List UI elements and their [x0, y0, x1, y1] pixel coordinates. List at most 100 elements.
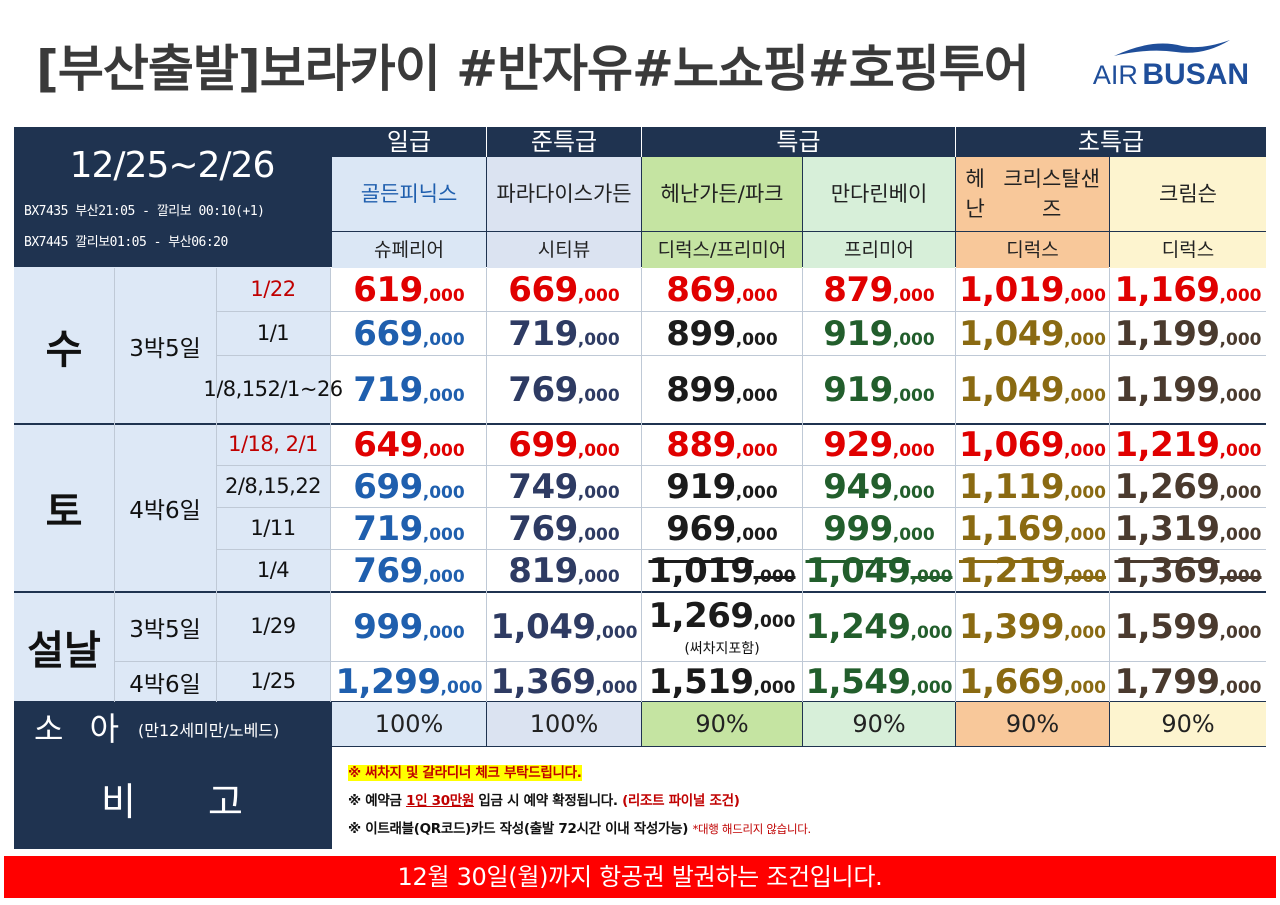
- price-value: 819,000: [508, 551, 619, 591]
- departure-date-line: 1/11: [250, 516, 296, 541]
- price-value: 1,269,000: [649, 596, 796, 636]
- child-condition: (만12세미만/노베드): [138, 721, 280, 740]
- price-cell: 819,000: [487, 550, 641, 592]
- departure-date: 1/18, 2/1: [216, 424, 330, 466]
- price-value: 1,399,000: [959, 607, 1106, 647]
- price-unit: ,000: [422, 483, 465, 503]
- price-unit: ,000: [595, 623, 638, 643]
- child-rate-6: 90%: [1110, 702, 1266, 746]
- price-cell: 879,000: [803, 268, 955, 312]
- price-unit: ,000: [1064, 623, 1106, 643]
- price-value: 1,199,000: [1115, 314, 1262, 354]
- price-unit: ,000: [422, 441, 465, 461]
- price-cell: 1,369,000: [487, 662, 641, 702]
- price-value: 1,519,000: [649, 662, 796, 702]
- price-amount: 819: [508, 551, 578, 591]
- price-amount: 749: [508, 467, 578, 507]
- grade-header-1: 일급: [332, 127, 486, 157]
- hotel-name-2: 파라다이스 가든: [487, 157, 641, 231]
- price-value: 1,299,000: [336, 662, 483, 702]
- grade-header-4: 초특급: [956, 127, 1266, 157]
- price-cell: 899,000: [642, 356, 802, 424]
- price-amount: 949: [823, 467, 893, 507]
- price-cell: 1,069,000: [956, 424, 1109, 466]
- price-amount: 929: [823, 425, 893, 465]
- price-amount: 699: [508, 425, 578, 465]
- price-value: 1,599,000: [1115, 607, 1262, 647]
- child-rate-2: 100%: [487, 702, 641, 746]
- departure-date: 1/22: [216, 268, 330, 312]
- flight-return: BX7445 깔리보01:05 - 부산06:20: [24, 235, 228, 250]
- price-unit: ,000: [735, 525, 778, 545]
- departure-date: 1/29: [216, 592, 330, 662]
- table-left-area: [14, 267, 330, 701]
- price-value: 919,000: [823, 370, 934, 410]
- hotel-name-1: 골든피닉스: [332, 157, 486, 231]
- price-unit: ,000: [892, 441, 935, 461]
- price-value: 1,049,000: [959, 370, 1106, 410]
- price-value: 1,219,000: [959, 551, 1106, 591]
- price-unit: ,000: [577, 525, 620, 545]
- price-amount: 1,269: [1114, 467, 1221, 507]
- price-cell: 769,000: [487, 356, 641, 424]
- price-unit: ,000: [440, 678, 483, 698]
- price-cell: 719,000: [487, 312, 641, 356]
- column-divider: [802, 268, 803, 702]
- price-cell: 1,049,000: [956, 312, 1109, 356]
- price-unit: ,000: [1219, 623, 1262, 643]
- price-cell: 769,000: [332, 550, 486, 592]
- price-value: 669,000: [353, 314, 464, 354]
- price-amount: 669: [508, 270, 578, 310]
- remark-etravel: ※ 이트래블(QR코드)카드 작성(출발 72시간 이내 작성가능) *대행 해…: [348, 817, 811, 837]
- price-cell: 1,169,000: [1110, 268, 1266, 312]
- price-value: 619,000: [353, 270, 464, 310]
- logo-text: AIR BUSAN: [1086, 58, 1256, 92]
- price-unit: ,000: [577, 286, 620, 306]
- remarks-label: 비 고: [14, 747, 330, 849]
- row-divider: [216, 311, 1266, 312]
- departure-date-line: 2/8,15,22: [224, 474, 322, 499]
- period-box: 12/25~2/26 BX7435 부산21:05 - 깔리보 00:10(+1…: [14, 127, 330, 267]
- column-divider: [114, 268, 115, 702]
- day-label-2: 토: [45, 489, 83, 535]
- remark-surcharge: ※ 써차지 및 갈라디너 체크 부탁드립니다.: [348, 761, 582, 781]
- price-amount: 899: [666, 370, 736, 410]
- price-unit: ,000: [892, 386, 935, 406]
- remark-deposit-mid: 입금 시 예약 확정됩니다.: [474, 793, 623, 809]
- price-value: 1,369,000: [1115, 551, 1262, 591]
- price-cell: 1,199,000: [1110, 356, 1266, 424]
- price-amount: 669: [353, 314, 423, 354]
- wing-icon: [1114, 40, 1230, 56]
- price-value: 1,269,000: [1115, 467, 1262, 507]
- price-amount: 899: [666, 314, 736, 354]
- price-cell: 889,000: [642, 424, 802, 466]
- price-unit: ,000: [577, 386, 620, 406]
- price-unit: ,000: [422, 386, 465, 406]
- price-cell: 929,000: [803, 424, 955, 466]
- price-amount: 879: [823, 270, 893, 310]
- room-type-3: 디럭스/프리미어: [642, 232, 802, 268]
- footer-notice: 12월 30일(월)까지 항공권 발권하는 조건입니다.: [4, 856, 1276, 898]
- price-amount: 1,169: [1114, 270, 1221, 310]
- price-amount: 999: [353, 607, 423, 647]
- price-cell: 719,000: [332, 356, 486, 424]
- room-type-2: 시티뷰: [487, 232, 641, 268]
- price-amount: 1,049: [959, 314, 1065, 354]
- price-value: 919,000: [823, 314, 934, 354]
- price-value: 999,000: [353, 607, 464, 647]
- price-value: 1,169,000: [1115, 270, 1262, 310]
- price-unit: ,000: [1064, 483, 1106, 503]
- logo-air: AIR: [1092, 60, 1138, 90]
- price-cell: 919,000: [803, 356, 955, 424]
- price-amount: 1,119: [959, 467, 1065, 507]
- hotel-name-line: 파라다이스: [496, 181, 593, 206]
- price-cell: 869,000: [642, 268, 802, 312]
- child-rate-3: 90%: [642, 702, 802, 746]
- price-unit: ,000: [735, 483, 778, 503]
- price-unit: ,000: [422, 525, 465, 545]
- hotel-name-4: 만다린베이: [803, 157, 955, 231]
- price-cell: 719,000: [332, 508, 486, 550]
- price-amount: 1,019: [959, 270, 1065, 310]
- price-value: 949,000: [823, 467, 934, 507]
- price-amount: 1,599: [1114, 607, 1221, 647]
